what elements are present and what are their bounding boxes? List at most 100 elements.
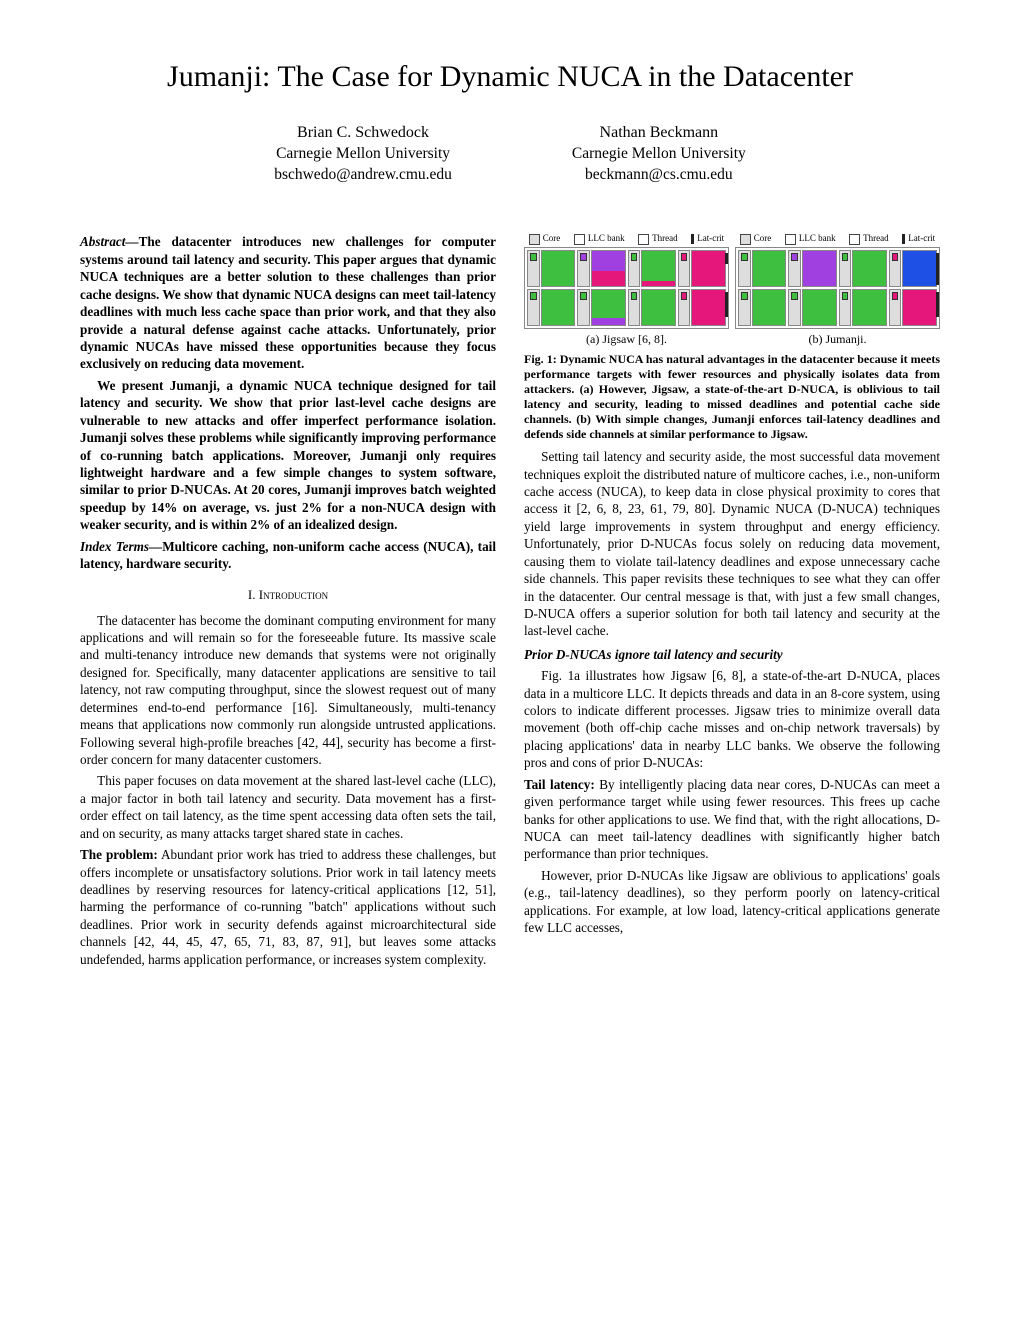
author-2: Nathan Beckmann Carnegie Mellon Universi… xyxy=(572,122,746,185)
llc-bank xyxy=(591,289,626,326)
llc-bank xyxy=(691,250,726,287)
bank-fill-segment xyxy=(642,290,675,325)
thread-indicator xyxy=(842,292,849,300)
core-square xyxy=(577,289,590,326)
thread-indicator xyxy=(681,292,688,300)
legend-thread-icon xyxy=(638,234,649,245)
legend-thread-label: Thread xyxy=(863,233,888,245)
thread-indicator xyxy=(892,253,899,261)
tail-latency-paragraph: Tail latency: By intelligently placing d… xyxy=(524,776,940,863)
chip-tile xyxy=(577,289,625,326)
bank-fill-segment xyxy=(642,251,675,281)
core-square xyxy=(738,289,751,326)
bank-fill-segment xyxy=(753,290,786,325)
llc-bank xyxy=(541,250,576,287)
legend-llc-label: LLC bank xyxy=(799,233,836,245)
bank-fill-segment xyxy=(903,290,936,325)
bank-fill-segment xyxy=(542,290,575,325)
legend-lat-label: Lat-crit xyxy=(697,233,724,245)
authors-block: Brian C. Schwedock Carnegie Mellon Unive… xyxy=(80,122,940,185)
lat-crit-bar xyxy=(725,253,728,264)
figure-1b-legend: Core LLC bank Thread Lat-crit xyxy=(735,233,940,245)
author-2-name: Nathan Beckmann xyxy=(572,122,746,144)
intro-p1: The datacenter has become the dominant c… xyxy=(80,612,496,769)
thread-indicator xyxy=(842,253,849,261)
legend-lat-icon xyxy=(902,234,905,244)
legend-core-label: Core xyxy=(754,233,772,245)
bank-fill-segment xyxy=(903,251,936,286)
bank-fill-segment xyxy=(853,290,886,325)
llc-bank xyxy=(852,289,887,326)
legend-llc-label: LLC bank xyxy=(588,233,625,245)
llc-bank xyxy=(802,250,837,287)
bank-fill-segment xyxy=(803,290,836,325)
figure-1a-grid xyxy=(524,247,729,329)
bank-fill-segment xyxy=(592,271,625,287)
problem-paragraph: The problem: Abundant prior work has tri… xyxy=(80,846,496,968)
legend-llc-icon xyxy=(785,234,796,245)
core-square xyxy=(678,250,691,287)
core-square xyxy=(788,289,801,326)
figure-1a-panel: Core LLC bank Thread Lat-crit (a) Jigsaw… xyxy=(524,233,729,348)
bank-fill-segment xyxy=(542,251,575,286)
abstract-p1: Abstract—The datacenter introduces new c… xyxy=(80,233,496,372)
bank-fill-segment xyxy=(692,290,725,325)
chip-tile xyxy=(577,250,625,287)
llc-bank xyxy=(591,250,626,287)
tail-latency-label: Tail latency: xyxy=(524,777,595,792)
figure-1a-legend: Core LLC bank Thread Lat-crit xyxy=(524,233,729,245)
problem-text: Abundant prior work has tried to address… xyxy=(80,847,496,967)
core-square xyxy=(738,250,751,287)
chip-tile xyxy=(788,250,836,287)
thread-indicator xyxy=(580,292,587,300)
core-square xyxy=(678,289,691,326)
lat-crit-bar xyxy=(936,292,939,317)
abstract-p2: We present Jumanji, a dynamic NUCA techn… xyxy=(80,377,496,534)
right-column: Core LLC bank Thread Lat-crit (a) Jigsaw… xyxy=(524,233,940,972)
section-1-heading: I. Introduction xyxy=(80,586,496,603)
figure-1: Core LLC bank Thread Lat-crit (a) Jigsaw… xyxy=(524,233,940,442)
abstract-text-1: The datacenter introduces new challenges… xyxy=(80,234,496,371)
llc-bank xyxy=(752,289,787,326)
llc-bank xyxy=(802,289,837,326)
thread-indicator xyxy=(530,253,537,261)
legend-core-icon xyxy=(529,234,540,245)
bank-fill-segment xyxy=(753,251,786,286)
bank-fill-segment xyxy=(692,251,725,286)
author-1-affiliation: Carnegie Mellon University xyxy=(274,144,452,165)
thread-indicator xyxy=(580,253,587,261)
index-terms: Index Terms—Multicore caching, non-unifo… xyxy=(80,538,496,573)
intro-p2: This paper focuses on data movement at t… xyxy=(80,772,496,842)
llc-bank xyxy=(541,289,576,326)
bank-fill-segment xyxy=(592,290,625,318)
subheading-prior-dnucas: Prior D-NUCAs ignore tail latency and se… xyxy=(524,646,940,663)
llc-bank xyxy=(752,250,787,287)
col2-p3: However, prior D-NUCAs like Jigsaw are o… xyxy=(524,867,940,937)
bank-fill-segment xyxy=(642,281,675,286)
chip-tile xyxy=(839,250,887,287)
chip-tile xyxy=(678,250,726,287)
chip-tile xyxy=(889,250,937,287)
core-square xyxy=(839,289,852,326)
figure-1b-panel: Core LLC bank Thread Lat-crit (b) Jumanj… xyxy=(735,233,940,348)
index-terms-label: Index Terms— xyxy=(80,539,162,554)
llc-bank xyxy=(902,289,937,326)
chip-tile xyxy=(527,250,575,287)
chip-tile xyxy=(889,289,937,326)
bank-fill-segment xyxy=(853,251,886,286)
paper-title: Jumanji: The Case for Dynamic NUCA in th… xyxy=(80,60,940,94)
bank-fill-segment xyxy=(803,251,836,286)
left-column: Abstract—The datacenter introduces new c… xyxy=(80,233,496,972)
legend-core-label: Core xyxy=(543,233,561,245)
thread-indicator xyxy=(631,292,638,300)
author-1-name: Brian C. Schwedock xyxy=(274,122,452,144)
author-2-email: beckmann@cs.cmu.edu xyxy=(572,165,746,186)
core-square xyxy=(628,289,641,326)
chip-tile xyxy=(527,289,575,326)
llc-bank xyxy=(902,250,937,287)
figure-1-caption: Fig. 1: Dynamic NUCA has natural advanta… xyxy=(524,352,940,442)
llc-bank xyxy=(852,250,887,287)
body-columns: Abstract—The datacenter introduces new c… xyxy=(80,233,940,972)
author-1: Brian C. Schwedock Carnegie Mellon Unive… xyxy=(274,122,452,185)
llc-bank xyxy=(641,289,676,326)
